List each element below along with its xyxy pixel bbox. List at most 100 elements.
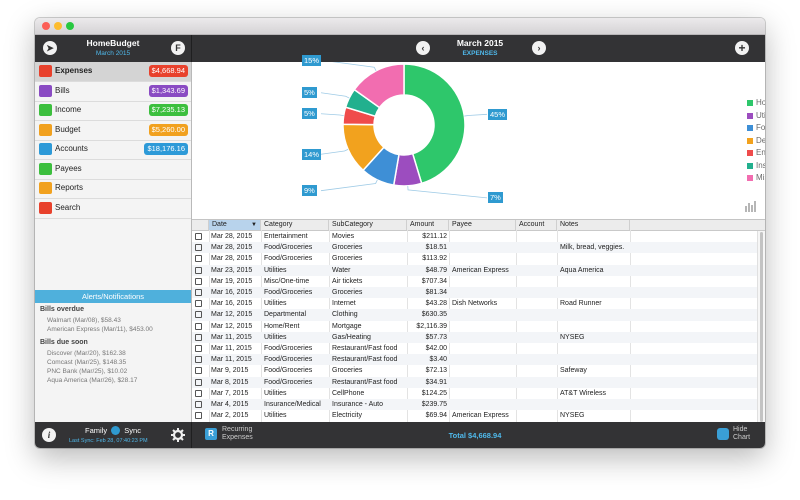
legend-item[interactable]: Home/Rent$2,116.39 [747, 98, 765, 109]
table-row[interactable]: Mar 4, 2015 Insurance/Medical Insurance - … [192, 399, 757, 411]
sidebar-item-search[interactable]: Search [35, 199, 191, 219]
cell-category: Food/Groceries [264, 289, 313, 296]
cell-account [519, 253, 556, 264]
legend-item[interactable]: Entertainment$211.12 [747, 148, 765, 159]
pie-chart-icon[interactable] [717, 428, 729, 440]
sidebar-item-reports[interactable]: Reports [35, 179, 191, 199]
table-row[interactable]: Mar 11, 2015 Food/Groceries Restaurant/Fas… [192, 354, 757, 366]
sync-word: Sync [124, 426, 141, 435]
legend-item[interactable]: Insurance/Medical$239.75 [747, 161, 765, 172]
family-sync-label[interactable]: Family Sync [85, 426, 141, 435]
table-row[interactable]: Mar 12, 2015 Home/Rent Mortgage $2,116.39 [192, 321, 757, 332]
next-month-button[interactable]: › [532, 41, 546, 55]
plane-icon [195, 277, 202, 285]
legend-item[interactable]: Departmental$630.35 [747, 136, 765, 147]
table-row[interactable]: Mar 23, 2015 Utilities Water $48.79 American… [192, 264, 757, 276]
leader-line [320, 113, 344, 117]
sidebar-item-payees[interactable]: Payees [35, 160, 191, 180]
minimize-window-button[interactable] [54, 22, 62, 30]
table-row[interactable]: Mar 28, 2015 Food/Groceries Groceries $113.… [192, 253, 757, 264]
cell-amount: $72.13 [425, 367, 447, 375]
fork-icon [195, 345, 202, 352]
col-amount-header[interactable]: Amount [407, 220, 449, 230]
cell-sub: Groceries [332, 244, 363, 252]
table-row[interactable]: Mar 8, 2015 Food/Groceries Restaurant/Fast… [192, 376, 757, 388]
close-window-button[interactable] [42, 22, 50, 30]
alerts-header: Alerts/Notifications [35, 290, 191, 303]
table-row[interactable]: Mar 12, 2015 Departmental Clothing $630.35 [192, 309, 757, 321]
donut-slice[interactable] [353, 63, 405, 109]
table-row[interactable]: Mar 16, 2015 Utilities Internet $43.28 Dish … [192, 298, 757, 309]
cell-date: Mar 4, 2015 [211, 401, 249, 408]
table-row[interactable]: Mar 28, 2015 Food/Groceries Groceries $18.5… [192, 242, 757, 254]
cell-notes [560, 287, 629, 298]
cell-sub: Groceries [332, 367, 363, 375]
col-notes-header[interactable]: Notes [557, 220, 630, 230]
sidebar-item-bills[interactable]: Bills $1,343.69 [35, 82, 191, 102]
sidebar-item-expenses[interactable]: Expenses $4,668.94 [35, 62, 191, 82]
col-payee-header[interactable]: Payee [449, 220, 516, 230]
cell-account [519, 332, 556, 343]
cell-amount: $124.25 [421, 389, 447, 397]
cell-date: Mar 8, 2015 [211, 378, 249, 386]
donut-slice[interactable] [403, 63, 466, 185]
due-item[interactable]: PNC Bank (Mar/25), $10.02 [47, 368, 128, 375]
table-row[interactable]: Mar 2, 2015 Utilities Electricity $69.94 Ame… [192, 410, 757, 421]
zoom-window-button[interactable] [66, 22, 74, 30]
cell-payee [452, 287, 515, 298]
due-item[interactable]: Aqua America (Mar/26), $28.17 [47, 377, 138, 384]
col-subcategory-header[interactable]: SubCategory [329, 220, 407, 230]
legend-name: Insurance/Medical [756, 160, 765, 170]
info-icon[interactable]: i [42, 428, 56, 442]
table-row[interactable]: Mar 11, 2015 Food/Groceries Restaurant/Fas… [192, 343, 757, 354]
sidebar-item-accounts[interactable]: Accounts $18,176.16 [35, 140, 191, 160]
legend-swatch [747, 125, 753, 131]
table-row[interactable]: Mar 19, 2015 Misc/One-time Air tickets $707… [192, 276, 757, 287]
legend-name: Entertainment [756, 148, 765, 157]
overdue-item[interactable]: Walmart (Mar/08), $58.43 [47, 317, 121, 324]
cell-payee [452, 343, 515, 354]
bar-chart-icon[interactable] [744, 200, 758, 212]
recurring-expenses-icon[interactable]: R [205, 428, 217, 440]
gear-icon[interactable] [171, 428, 185, 442]
add-expense-button[interactable]: + [735, 41, 749, 55]
recurring-expenses-button[interactable]: Recurring Expenses [222, 426, 253, 441]
legend-swatch [747, 100, 753, 106]
col-account-header[interactable]: Account [516, 220, 557, 230]
sidebar-item-income[interactable]: Income $7,235.13 [35, 101, 191, 121]
cell-notes: Aqua America [560, 266, 604, 274]
legend-item[interactable]: Misc/One-time$707.34 [747, 173, 765, 184]
cell-amount: $69.94 [425, 412, 447, 420]
app-title: HomeBudget [86, 38, 140, 48]
legend-swatch [747, 162, 753, 169]
hide-chart-button[interactable]: Hide Chart [733, 426, 751, 441]
leader-line [464, 113, 488, 117]
legend-item[interactable]: Food/Groceries$420.00 [747, 123, 765, 134]
scroll-thumb[interactable] [760, 232, 763, 422]
due-item[interactable]: Comcast (Mar/25), $148.35 [47, 359, 127, 366]
cell-payee [452, 321, 515, 332]
table-row[interactable]: Mar 28, 2015 Entertainment Movies $211.12 [192, 231, 757, 242]
cell-payee [452, 276, 515, 287]
col-date-header[interactable]: Date ▼ [209, 220, 261, 230]
sidebar-item-budget[interactable]: Budget $5,260.00 [35, 121, 191, 141]
col-category-header[interactable]: Category [261, 220, 329, 230]
table-row[interactable]: Mar 16, 2015 Food/Groceries Groceries $81.3… [192, 287, 757, 299]
cell-payee: American Express [452, 266, 509, 274]
table-scrollbar[interactable] [757, 231, 765, 423]
donut-chart[interactable] [192, 62, 765, 219]
due-item[interactable]: Discover (Mar/20), $162.38 [47, 350, 126, 357]
table-row[interactable]: Mar 11, 2015 Utilities Gas/Heating $57.73 NY… [192, 331, 757, 343]
navigation-icon[interactable]: ➤ [43, 41, 57, 55]
cell-category: Utilities [264, 333, 287, 341]
table-row[interactable]: Mar 9, 2015 Food/Groceries Groceries $72.13… [192, 365, 757, 376]
previous-month-button[interactable]: ‹ [416, 41, 430, 55]
money-bag-icon [39, 104, 52, 116]
overdue-item[interactable]: American Express (Mar/11), $453.00 [47, 326, 153, 333]
sidebar-item-label: Search [55, 202, 81, 212]
sidebar-item-label: Reports [55, 183, 84, 192]
sidebar-item-label: Budget [55, 124, 81, 134]
legend-item[interactable]: Utilities$343.99 [747, 111, 765, 122]
table-row[interactable]: Mar 7, 2015 Utilities CellPhone $124.25 AT&T… [192, 388, 757, 399]
filter-icon[interactable]: F [171, 41, 185, 55]
